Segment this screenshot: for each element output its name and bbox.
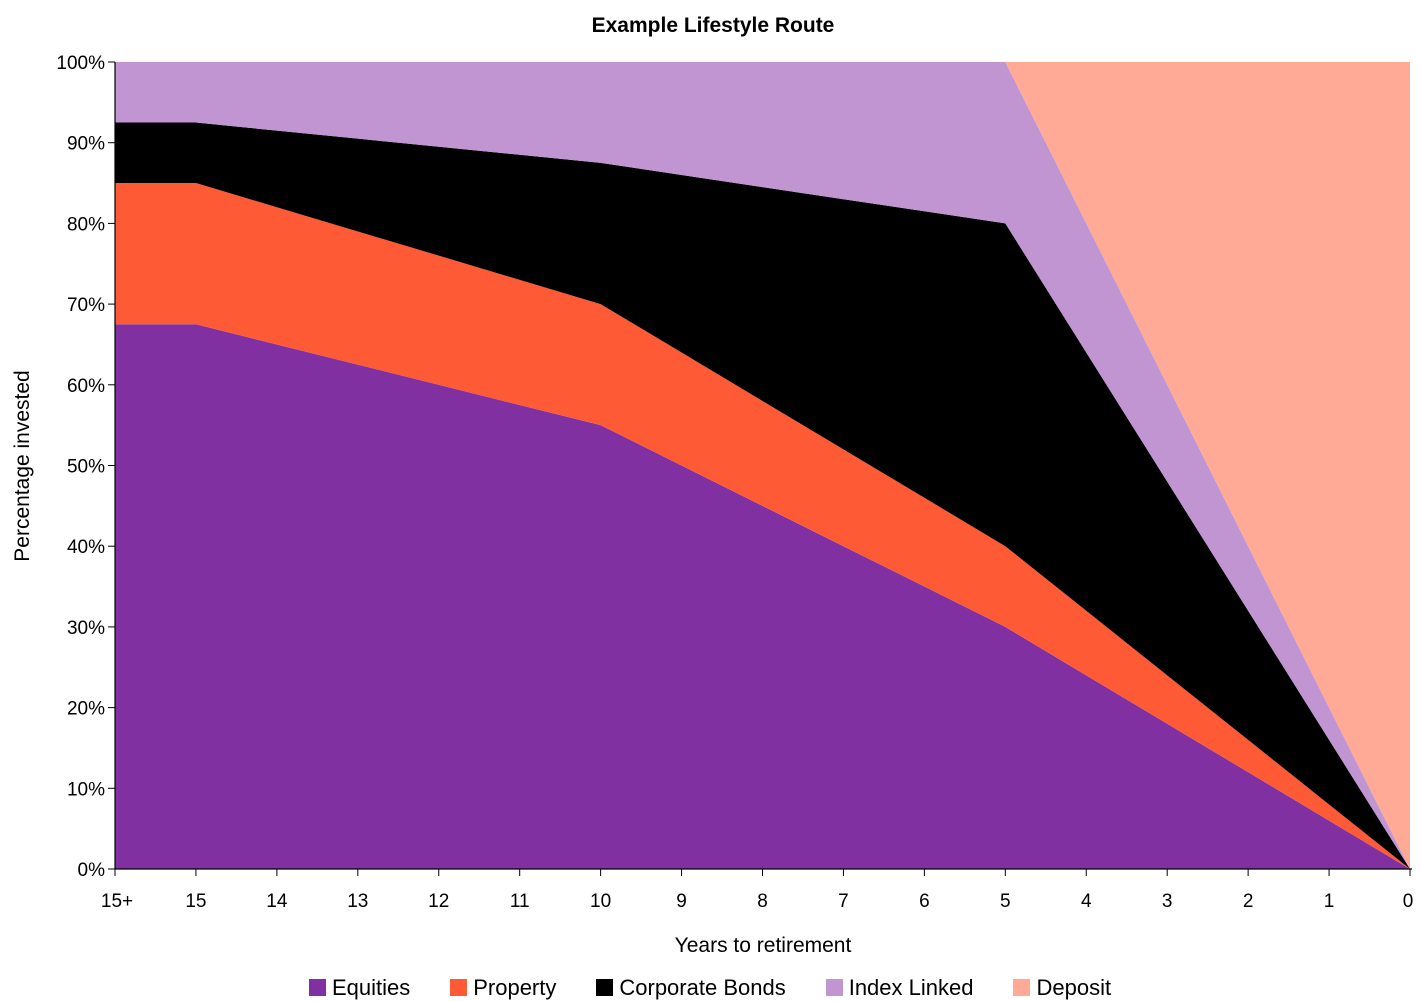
x-axis-label: Years to retirement [675,934,852,957]
y-tick-label: 70% [67,295,105,316]
y-tick-label: 40% [67,537,105,558]
legend-label: Equities [331,974,411,1000]
y-tick-label: 60% [67,376,105,397]
x-tick-label: 5 [1000,891,1011,912]
x-tick-label: 4 [1081,891,1092,912]
x-tick-label: 0 [1403,891,1414,912]
legend-swatch [825,979,843,996]
legend-swatch [308,979,326,996]
x-tick-label: 15+ [101,891,133,912]
area-index-linked [115,62,1410,869]
x-tick-label: 11 [510,891,530,912]
legend: Equities Property Corporate Bonds Index Lin… [0,974,1420,1001]
x-tick-label: 8 [757,891,768,912]
x-tick-label: 2 [1243,891,1254,912]
area-property [115,183,1410,870]
y-axis-label: Percentage invested [11,370,34,561]
legend-item-corporate-bonds[interactable]: Corporate Bonds [596,974,786,1001]
legend-item-property[interactable]: Property [450,975,556,1001]
x-tick-label: 10 [590,891,611,912]
x-tick-label: 3 [1162,891,1173,912]
y-tick-label: 90% [67,134,105,155]
legend-swatch [596,979,614,996]
area-corporate-bonds [115,122,1410,869]
y-tick-label: 100% [56,53,105,74]
y-tick-label: 80% [67,214,105,235]
y-tick-label: 30% [67,618,105,639]
x-tick-label: 6 [919,891,930,912]
legend-swatch [1013,979,1031,996]
area-series-group [115,62,1410,870]
legend-label: Property [473,974,557,1000]
y-tick-label: 20% [67,699,105,720]
x-tick-group: 15+ 15 14 13 12 11 10 9 8 7 6 5 4 3 2 1 0 [101,869,1413,912]
x-tick-label: 15 [185,891,206,912]
x-tick-label: 7 [838,891,849,912]
legend-item-equities[interactable]: Equities [308,974,411,1001]
x-tick-label: 13 [347,891,368,912]
x-tick-label: 14 [266,891,288,912]
x-tick-label: 1 [1324,891,1335,912]
legend-swatch [450,979,468,996]
area-deposit [115,62,1410,869]
legend-item-deposit[interactable]: Deposit [1013,975,1111,1001]
y-tick-label: 0% [78,860,106,881]
y-tick-label: 50% [67,457,105,478]
area-equities [115,324,1410,869]
x-tick-label: 9 [676,891,687,912]
legend-label: Corporate Bonds [619,974,786,1000]
y-tick-group: 0% 10% 20% 30% 40% 50% 60% 70% 80% 90% 100% [56,53,115,881]
y-tick-label: 10% [67,779,105,800]
chart-title: Example Lifestyle Route [591,14,835,37]
legend-item-index-linked[interactable]: Index Linked [825,974,974,1001]
legend-label: Deposit [1036,974,1112,1000]
legend-label: Index Linked [848,974,974,1000]
x-tick-label: 12 [428,891,449,912]
